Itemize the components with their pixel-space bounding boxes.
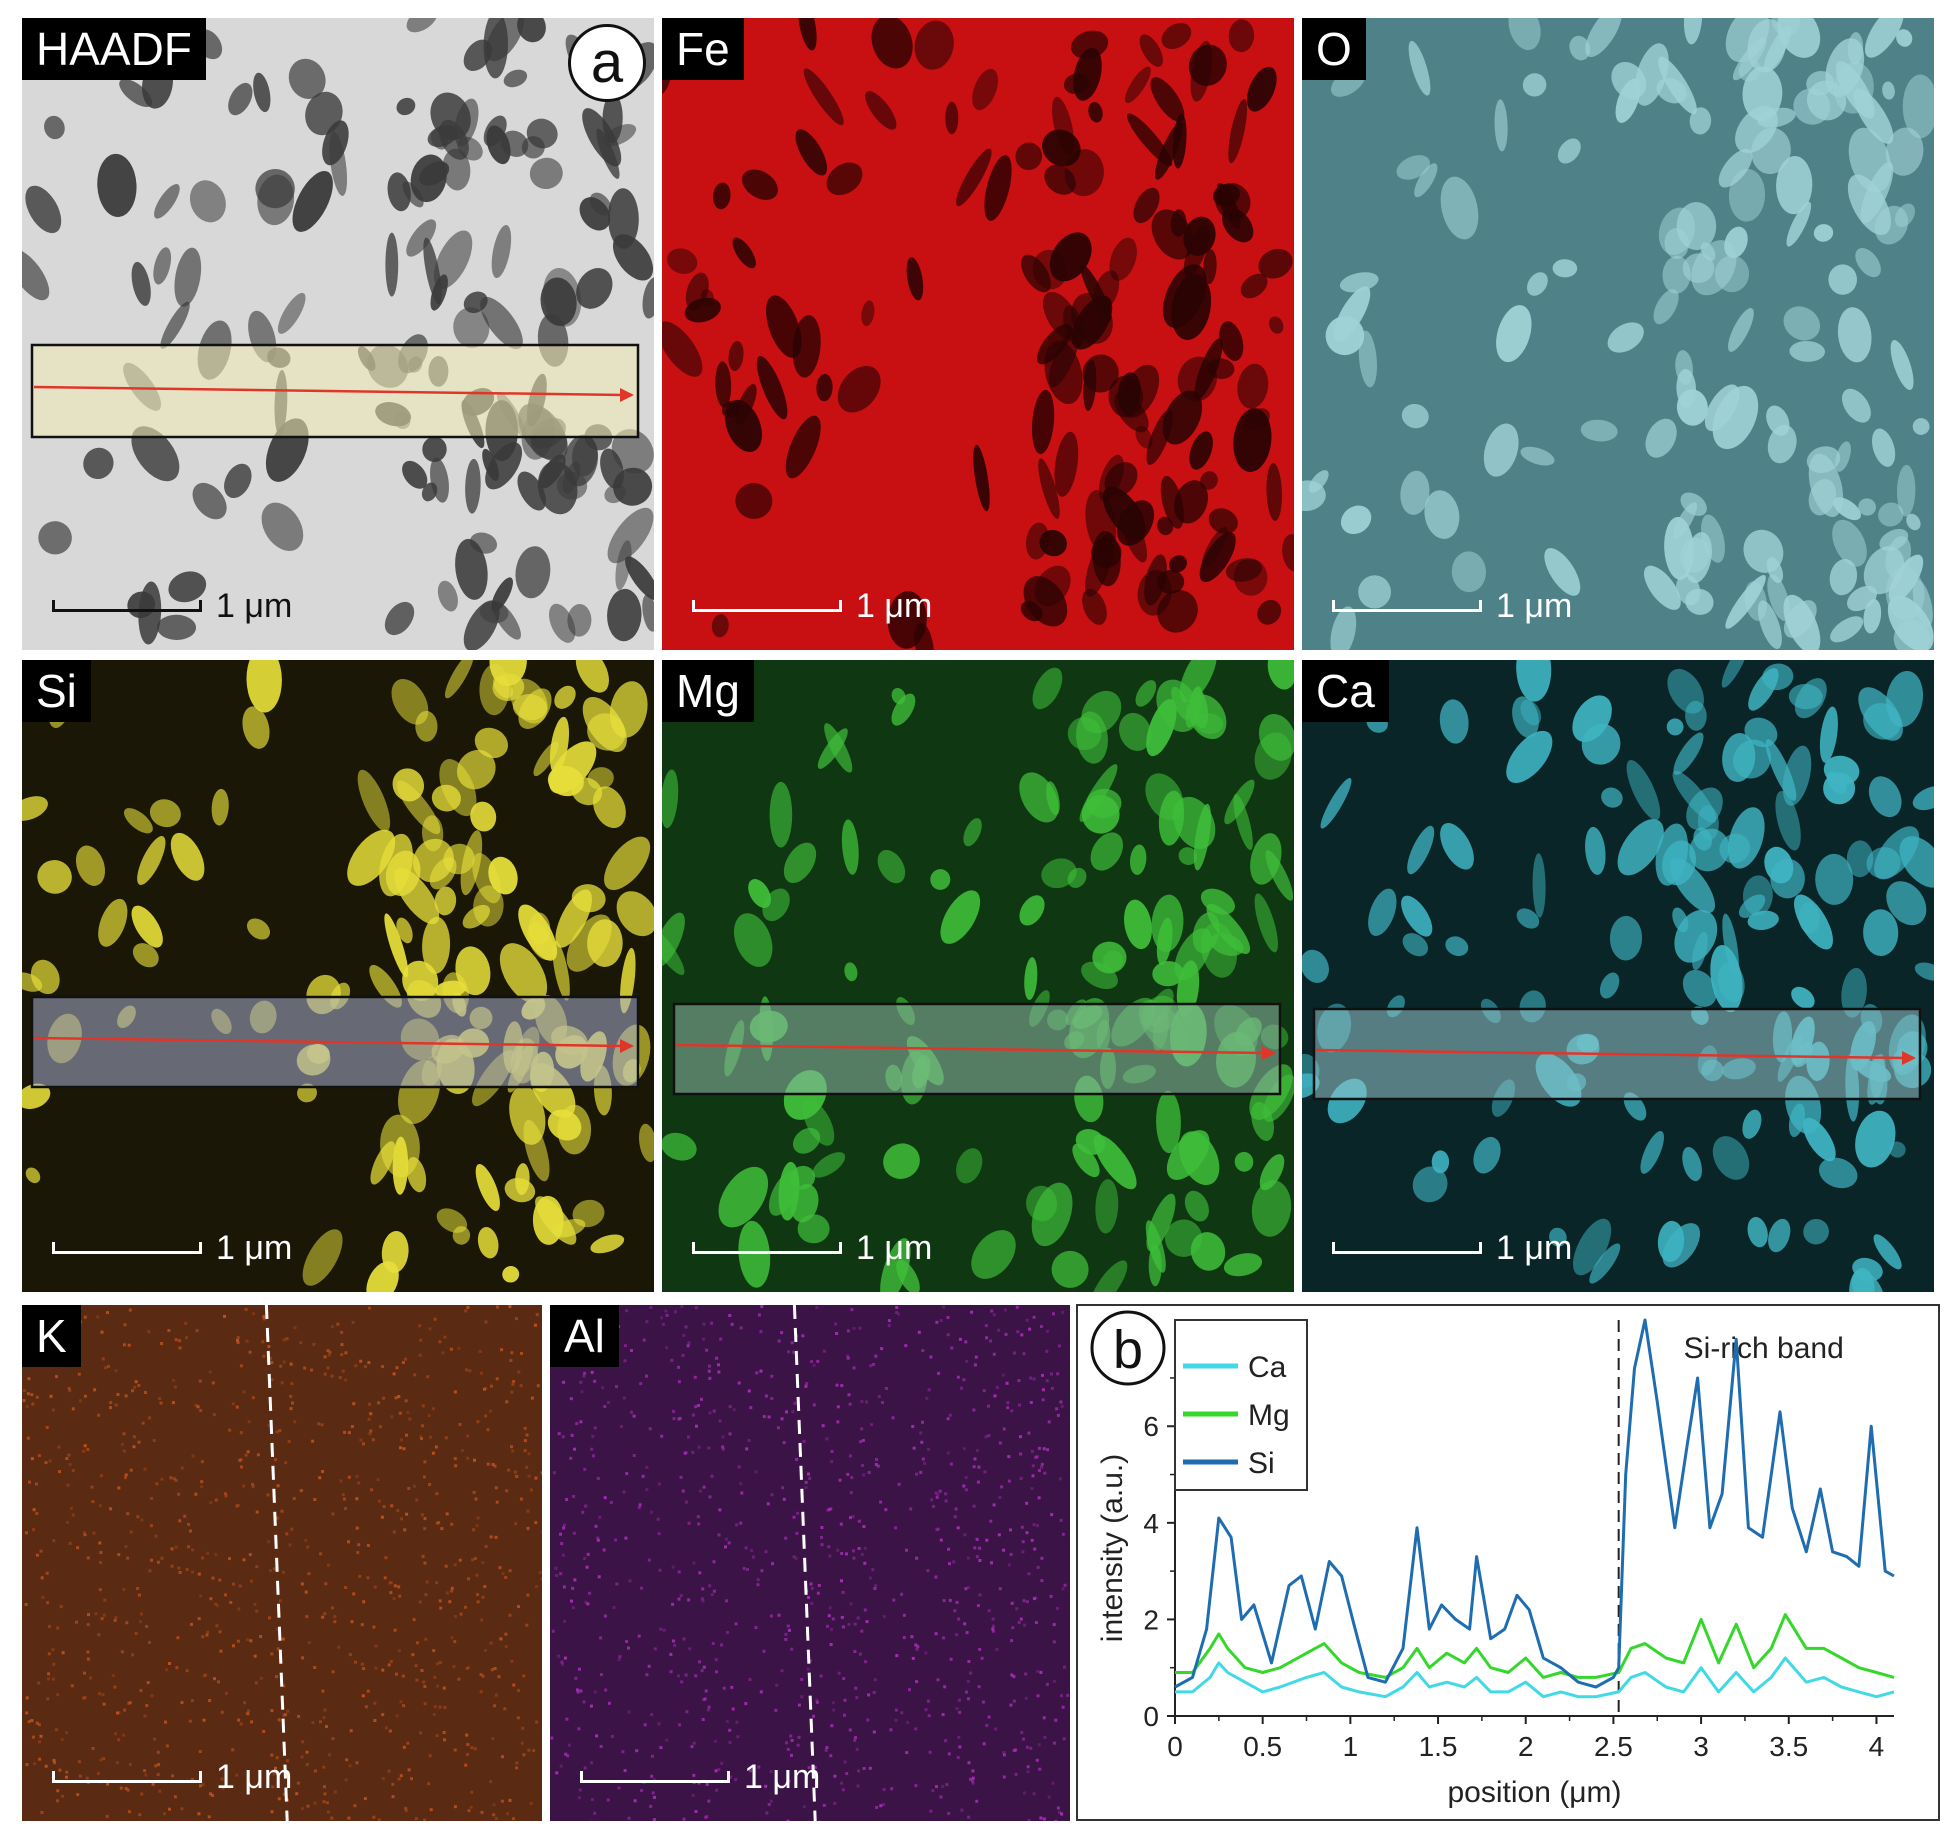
x-tick-label: 0 bbox=[1167, 1731, 1183, 1762]
scale-bar: 1 μm bbox=[1332, 1228, 1572, 1268]
map-image bbox=[1302, 18, 1934, 650]
scale-bar: 1 μm bbox=[52, 1228, 292, 1268]
y-tick-label: 6 bbox=[1143, 1411, 1159, 1442]
map-image bbox=[1302, 660, 1934, 1292]
scale-bar-label: 1 μm bbox=[216, 1757, 293, 1796]
element-label: Al bbox=[550, 1305, 619, 1367]
x-tick-label: 1 bbox=[1343, 1731, 1359, 1762]
map-panel-fe: Fe 1 μm bbox=[662, 18, 1294, 650]
map-image bbox=[22, 1305, 542, 1821]
chart-svg: 0 0.5 1 1.5 2 2.5 3 3.5 4 0 2 4 6 position (μm) intens… bbox=[1090, 1310, 1895, 1809]
scale-bar-line bbox=[52, 600, 202, 612]
series-line-ca bbox=[1175, 1656, 1895, 1699]
scale-bar-line bbox=[52, 1771, 202, 1783]
map-panel-al: Al 1 μm bbox=[550, 1305, 1070, 1821]
scale-bar-label: 1 μm bbox=[216, 1228, 293, 1267]
scale-bar-line bbox=[52, 1242, 202, 1254]
scale-bar: 1 μm bbox=[692, 586, 932, 626]
line-scan-arrow bbox=[33, 385, 625, 397]
arrow-head bbox=[1902, 1051, 1916, 1065]
y-axis-label: intensity (a.u.) bbox=[1096, 1454, 1129, 1642]
y-tick-label: 2 bbox=[1143, 1604, 1159, 1635]
scale-bar-label: 1 μm bbox=[1496, 586, 1573, 625]
y-tick-label: 4 bbox=[1143, 1508, 1159, 1539]
intensity-line-profile-chart: 0 0.5 1 1.5 2 2.5 3 3.5 4 0 2 4 6 position (μm) intens… bbox=[1076, 1304, 1940, 1821]
y-tick-label: 0 bbox=[1143, 1701, 1159, 1732]
scale-bar-label: 1 μm bbox=[856, 1228, 933, 1267]
map-panel-ca: Ca 1 μm bbox=[1302, 660, 1934, 1292]
panel-letter-b-circle bbox=[1090, 1310, 1166, 1386]
map-panel-mg: Mg 1 μm bbox=[662, 660, 1294, 1292]
x-tick-label: 4 bbox=[1869, 1731, 1885, 1762]
panel-letter-a: a bbox=[568, 24, 646, 102]
arrow-head bbox=[1262, 1046, 1276, 1060]
map-image bbox=[550, 1305, 1070, 1821]
scale-bar-line bbox=[1332, 1242, 1482, 1254]
map-panel-si: Si 1 μm bbox=[22, 660, 654, 1292]
element-label: Fe bbox=[662, 18, 744, 80]
scale-bar-line bbox=[1332, 600, 1482, 612]
scale-bar: 1 μm bbox=[580, 1757, 820, 1797]
element-label: Si bbox=[22, 660, 91, 722]
scale-bar-label: 1 μm bbox=[216, 586, 293, 625]
map-image bbox=[662, 660, 1294, 1292]
annotation-si-rich-band: Si-rich band bbox=[1684, 1332, 1844, 1365]
map-panel-k: K 1 μm bbox=[22, 1305, 542, 1821]
map-image bbox=[22, 660, 654, 1292]
scale-bar-label: 1 μm bbox=[856, 586, 933, 625]
element-label: O bbox=[1302, 18, 1366, 80]
line-scan-arrow bbox=[675, 1043, 1267, 1055]
scale-bar: 1 μm bbox=[52, 1757, 292, 1797]
map-panel-o: O 1 μm bbox=[1302, 18, 1934, 650]
arrow-head bbox=[620, 1039, 634, 1053]
grain-boundary-dashed-line bbox=[264, 1305, 289, 1821]
x-tick-label: 2 bbox=[1518, 1731, 1534, 1762]
panel-letter-b: b bbox=[1113, 1320, 1143, 1380]
line-scan-arrow bbox=[33, 1036, 625, 1048]
map-panel-haadf: HAADF 1 μm a bbox=[22, 18, 654, 650]
x-tick-label: 0.5 bbox=[1243, 1731, 1282, 1762]
x-tick-label: 3 bbox=[1693, 1731, 1709, 1762]
scale-bar-label: 1 μm bbox=[1496, 1228, 1573, 1267]
x-tick-label: 3.5 bbox=[1769, 1731, 1808, 1762]
line-scan-arrow bbox=[1315, 1048, 1907, 1060]
element-label: HAADF bbox=[22, 18, 206, 80]
scale-bar-line bbox=[692, 1242, 842, 1254]
series-line-si bbox=[1174, 1318, 1895, 1689]
scale-bar: 1 μm bbox=[692, 1228, 932, 1268]
element-label: K bbox=[22, 1305, 81, 1367]
scale-bar-line bbox=[692, 600, 842, 612]
series-line-mg bbox=[1175, 1613, 1895, 1679]
legend-label-si: Si bbox=[1248, 1447, 1275, 1480]
map-image bbox=[22, 18, 654, 650]
scale-bar: 1 μm bbox=[52, 586, 292, 626]
element-label: Ca bbox=[1302, 660, 1389, 722]
x-tick-label: 1.5 bbox=[1419, 1731, 1458, 1762]
legend-label-mg: Mg bbox=[1248, 1399, 1290, 1432]
x-tick-label: 2.5 bbox=[1594, 1731, 1633, 1762]
arrow-head bbox=[620, 388, 634, 402]
scale-bar-label: 1 μm bbox=[744, 1757, 821, 1796]
x-axis-label: position (μm) bbox=[1448, 1776, 1622, 1809]
legend-label-ca: Ca bbox=[1248, 1351, 1287, 1384]
grain-boundary-dashed-line bbox=[792, 1305, 817, 1821]
element-label: Mg bbox=[662, 660, 754, 722]
scale-bar-line bbox=[580, 1771, 730, 1783]
scale-bar: 1 μm bbox=[1332, 586, 1572, 626]
map-image bbox=[662, 18, 1294, 650]
